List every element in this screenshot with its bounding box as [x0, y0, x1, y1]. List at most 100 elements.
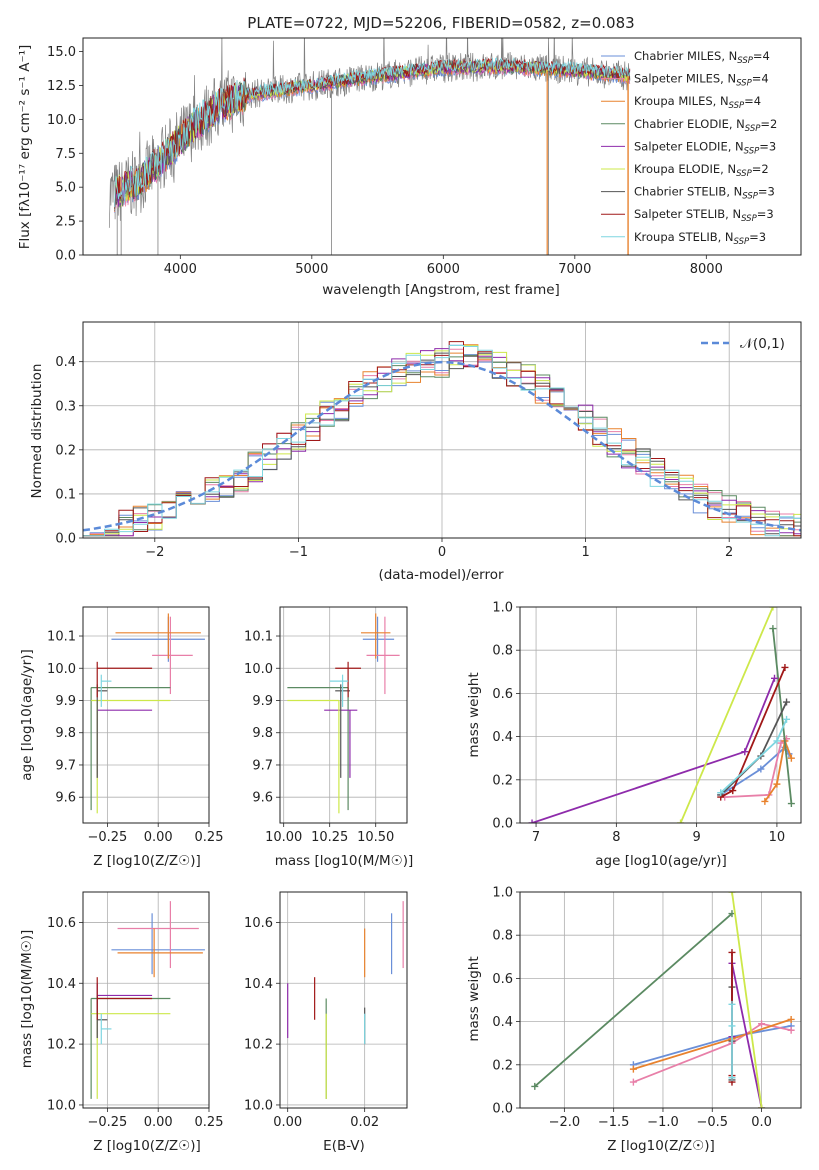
y-tick-label: 10.6 [47, 916, 76, 931]
mass-weight-marker [629, 1065, 637, 1073]
mass-weight-marker [728, 892, 736, 896]
mass-weight-marker [787, 800, 795, 808]
y-tick-label: 0.2 [55, 443, 76, 458]
legend-count: =3 [749, 230, 766, 244]
x-tick-label: 0.0 [751, 1115, 772, 1130]
x-tick-label: 8 [612, 830, 620, 845]
x-tick-label: −1 [289, 545, 308, 560]
y-tick-label: 9.6 [252, 791, 273, 806]
x-tick-label: 10.00 [265, 830, 302, 845]
y-tick-label: 9.8 [252, 726, 273, 741]
mass-ebv-xlabel: E(B-V) [323, 1138, 365, 1154]
y-tick-label: 9.7 [252, 758, 273, 773]
x-tick-label: 0.25 [195, 830, 224, 845]
model-spectrum-line [114, 57, 631, 208]
mass-weight-marker [758, 1104, 766, 1108]
y-tick-label: 0.6 [492, 972, 513, 987]
x-tick-label: 5000 [295, 262, 328, 277]
y-tick-label: 9.9 [252, 694, 273, 709]
mass-weight-marker [761, 797, 769, 805]
mass-weight-marker [629, 1078, 637, 1086]
y-tick-label: 10.2 [47, 1038, 76, 1053]
legend-count: =3 [758, 185, 775, 199]
axes-frame [82, 37, 802, 256]
x-tick-label: 0.02 [350, 1115, 379, 1130]
y-tick-label: 0.6 [492, 687, 513, 702]
y-tick-label: 0.4 [492, 730, 513, 745]
mass-weight-marker [769, 625, 777, 633]
mass-weight-vs-metallicity-panel: Z [log10(Z/Z☉)] mass weight −2.0 −1.5 −1.0… [466, 886, 802, 1154]
legend-label: Salpeter STELIB, NSSP=3 [634, 207, 774, 224]
spectrum-title: PLATE=0722, MJD=52206, FIBERID=0582, z=0… [247, 14, 634, 32]
legend-label: Chabrier STELIB, NSSP=3 [634, 185, 775, 202]
x-tick-label: −0.5 [696, 1115, 728, 1130]
y-tick-label: 0.2 [492, 773, 513, 788]
mass-weight-marker [728, 1074, 736, 1082]
mass-weight-marker [783, 698, 791, 706]
axes-frame [519, 891, 802, 1109]
plot-area [90, 613, 205, 814]
x-tick-label: 1 [581, 545, 589, 560]
histogram-ylabel: Normed distribution [29, 364, 45, 499]
y-tick-label: 1.0 [492, 886, 513, 901]
mass-weight-marker [717, 789, 725, 797]
y-tick-label: 0.0 [55, 249, 76, 264]
mass-weight-marker [777, 739, 785, 747]
x-tick-label: 0.00 [144, 1115, 173, 1130]
mass-weight-marker [728, 1022, 736, 1030]
y-tick-label: 10.1 [244, 630, 273, 645]
x-tick-label: 2 [725, 545, 733, 560]
legend-count: =4 [752, 72, 769, 86]
mass-weight-marker [757, 765, 765, 773]
legend-subscript: SSP [736, 79, 752, 89]
x-tick-label: −0.25 [87, 830, 127, 845]
plot-area [108, 38, 631, 255]
x-tick-label: −1.0 [647, 1115, 679, 1130]
mass-weight-marker [771, 674, 779, 682]
mass-weight-marker [741, 748, 749, 756]
plot-area [531, 892, 795, 1108]
mass-z-ylabel: mass [log10(M/M☉)] [19, 930, 35, 1069]
y-tick-label: 5.0 [55, 181, 76, 196]
x-tick-label: 10.25 [311, 830, 348, 845]
x-tick-label: 7000 [558, 262, 591, 277]
mw-z-xlabel: Z [log10(Z/Z☉)] [607, 1138, 715, 1154]
y-tick-label: 0.8 [492, 929, 513, 944]
y-tick-label: 9.6 [55, 791, 76, 806]
legend-subscript: SSP [734, 237, 750, 247]
observed-spectrum-line [108, 38, 631, 228]
x-tick-label: 0.00 [144, 830, 173, 845]
mass-weight-marker [773, 780, 781, 788]
legend-subscript: SSP [745, 124, 761, 134]
mass-weight-vs-age-panel: age [log10(age/yr)] mass weight 7 8 9 10 0.0… [466, 601, 802, 869]
normal-reference-curve [83, 360, 801, 532]
mass-weight-marker [677, 819, 685, 823]
y-tick-label: 10.0 [47, 113, 76, 128]
legend-subscript: SSP [744, 146, 760, 156]
spectrum-xlabel: wavelength [Angstrom, rest frame] [322, 282, 560, 298]
y-tick-label: 2.5 [55, 215, 76, 230]
legend-label: Kroupa STELIB, NSSP=3 [634, 230, 766, 247]
plot-area [287, 901, 404, 1099]
y-tick-label: 15.0 [47, 45, 76, 60]
y-tick-label: 10.4 [47, 977, 76, 992]
y-tick-label: 10.0 [244, 1098, 273, 1113]
age-z-xlabel: Z [log10(Z/Z☉)] [93, 853, 201, 869]
axes-frame [82, 606, 210, 824]
x-tick-label: −1.5 [598, 1115, 630, 1130]
mass-weight-marker [728, 1000, 736, 1008]
plot-area [83, 341, 801, 537]
mass-weight-line [731, 892, 763, 1108]
y-tick-label: 12.5 [47, 79, 76, 94]
plot-area [528, 607, 795, 823]
age-mass-xlabel: mass [log10(M/M☉)] [275, 853, 414, 869]
y-tick-label: 9.7 [55, 758, 76, 773]
y-tick-label: 10.6 [244, 916, 273, 931]
legend-label: Chabrier ELODIE, NSSP=2 [634, 117, 777, 134]
x-tick-label: 0.25 [195, 1115, 224, 1130]
y-tick-label: 0.4 [55, 355, 76, 370]
mass-weight-marker [783, 715, 791, 723]
x-tick-label: 7 [532, 830, 540, 845]
mass-weight-marker [787, 1026, 795, 1034]
y-tick-label: 7.5 [55, 147, 76, 162]
